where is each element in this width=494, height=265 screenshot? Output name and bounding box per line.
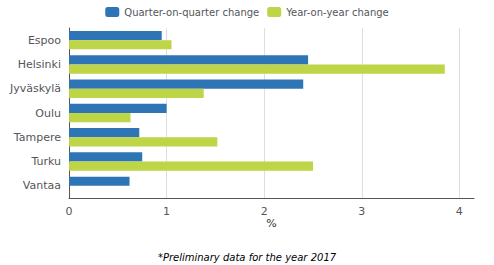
svg-text:3: 3 bbox=[358, 205, 365, 218]
svg-text:Year-on-year change: Year-on-year change bbox=[285, 7, 389, 18]
svg-text:Oulu: Oulu bbox=[35, 107, 61, 120]
svg-text:Helsinki: Helsinki bbox=[18, 58, 61, 71]
svg-text:0: 0 bbox=[66, 205, 73, 218]
svg-text:4: 4 bbox=[456, 205, 463, 218]
svg-text:1: 1 bbox=[163, 205, 170, 218]
svg-text:Tampere: Tampere bbox=[13, 131, 61, 144]
svg-text:Jyväskylä: Jyväskylä bbox=[9, 82, 61, 95]
svg-text:Espoo: Espoo bbox=[28, 34, 61, 47]
svg-text:2: 2 bbox=[261, 205, 268, 218]
svg-text:Turku: Turku bbox=[30, 155, 61, 168]
svg-text:Vantaa: Vantaa bbox=[23, 179, 61, 192]
svg-text:%: % bbox=[266, 217, 276, 230]
svg-text:Quarter-on-quarter change: Quarter-on-quarter change bbox=[124, 7, 259, 18]
svg-text:*Preliminary data for the year: *Preliminary data for the year 2017 bbox=[158, 252, 337, 263]
